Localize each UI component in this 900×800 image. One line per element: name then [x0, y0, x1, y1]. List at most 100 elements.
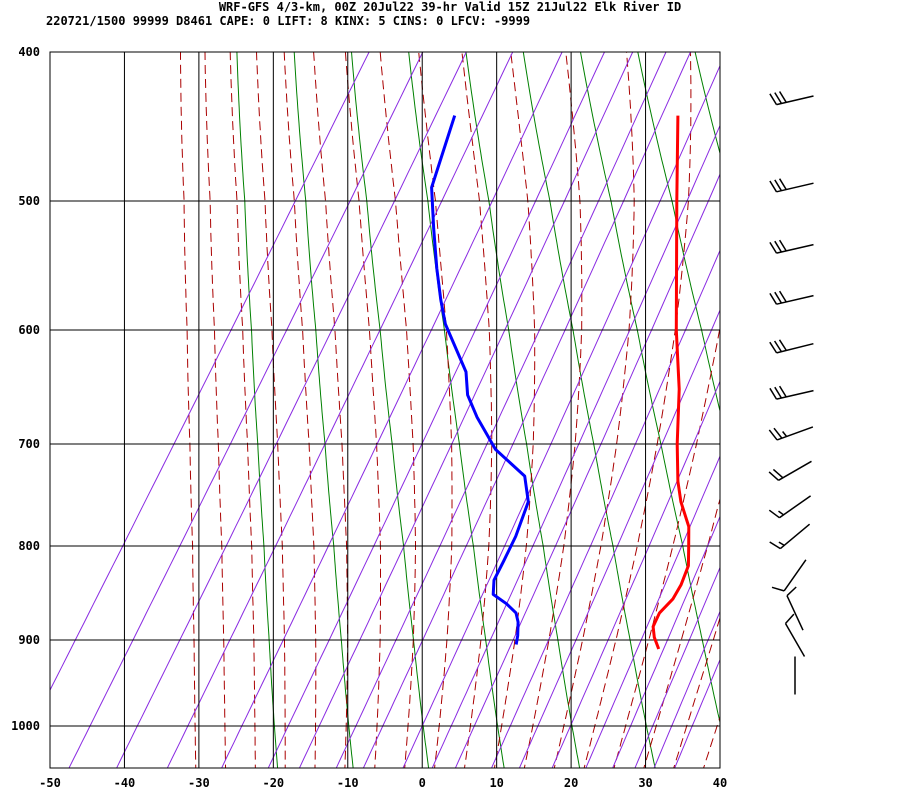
mixing-ratio-line: [518, 308, 720, 768]
wind-barb: [768, 426, 814, 441]
wind-barb: [769, 239, 814, 254]
chart-title: WRF-GFS 4/3-km, 00Z 20Jul22 39-hr Valid …: [219, 0, 681, 14]
wind-barb: [769, 178, 814, 193]
dry-adiabat: [857, 18, 900, 774]
moist-adiabat: [583, 52, 692, 768]
wind-barb-staff: [776, 95, 814, 106]
plot-frame: [49, 51, 721, 769]
x-tick-label: -50: [39, 776, 61, 790]
x-tick-label: -20: [262, 776, 284, 790]
mixing-ratio-line: [585, 454, 720, 768]
dry-adiabat: [637, 52, 720, 413]
y-tick-label: 400: [18, 45, 40, 59]
wind-barb: [768, 495, 812, 519]
wind-barb: [769, 91, 814, 106]
wind-barb-half-flag: [778, 510, 784, 516]
x-tick-label: 0: [419, 776, 426, 790]
wind-barb-staff: [778, 460, 812, 481]
mixing-ratio-line: [653, 610, 720, 768]
temperature-profile: [651, 115, 691, 650]
mixing-ratio-line: [50, 52, 370, 692]
x-tick-label: -40: [114, 776, 136, 790]
x-tick-label: -30: [188, 776, 210, 790]
y-tick-label: 900: [18, 633, 40, 647]
dry-adiabat: [800, 18, 900, 774]
wind-barb-staff: [776, 182, 814, 193]
mixing-ratio-line: [490, 249, 720, 768]
wind-barb-flag: [774, 386, 783, 399]
wind-barb: [784, 613, 806, 657]
moist-adiabat: [461, 52, 493, 768]
moist-adiabat: [283, 52, 317, 768]
x-tick-label: 20: [564, 776, 578, 790]
wind-barbs: [768, 91, 814, 695]
chart-subtitle: 220721/1500 99999 D8461 CAPE: 0 LIFT: 8 …: [46, 14, 530, 28]
wind-barb-staff: [776, 243, 814, 254]
dry-adiabat: [579, 52, 720, 725]
wind-barb: [786, 586, 804, 631]
wind-barb-flag: [778, 239, 787, 252]
dry-adiabat: [293, 52, 354, 768]
y-tick-label: 800: [18, 539, 40, 553]
wind-barb: [769, 290, 814, 305]
wind-barb-flag: [778, 339, 787, 351]
wind-barb-flag: [774, 92, 783, 104]
mixing-ratio-line: [267, 52, 606, 768]
mixing-ratio-line: [431, 124, 720, 768]
background-lines: [50, 18, 900, 774]
wind-barb-half-flag: [778, 541, 785, 547]
moist-adiabat: [732, 18, 900, 774]
moist-adiabat: [179, 52, 197, 768]
wind-barb-staff: [776, 426, 814, 441]
moist-adiabat: [493, 52, 536, 768]
wind-barb-staff: [784, 623, 806, 657]
grid-lines: [50, 52, 720, 768]
wind-barb-staff: [776, 342, 814, 354]
mixing-ratio-line: [402, 64, 720, 768]
wind-barb-flag: [769, 242, 778, 254]
dry-adiabat: [408, 52, 505, 768]
wind-barb-flag: [768, 509, 780, 519]
wind-barb: [769, 339, 814, 354]
y-tick-label: 700: [18, 437, 40, 451]
x-tick-label: -10: [337, 776, 359, 790]
wind-barb-flag: [769, 93, 778, 105]
moist-adiabat: [313, 52, 349, 768]
wind-barb: [771, 559, 807, 592]
moist-adiabat: [255, 52, 286, 768]
wind-barb-flag: [778, 290, 787, 303]
wind-barb-flag: [773, 340, 783, 353]
mixing-ratio-line: [335, 52, 667, 768]
wind-barb-flag: [778, 385, 787, 398]
wind-barb-staff: [783, 559, 807, 592]
wind-barb-flag: [778, 91, 787, 103]
wind-barb: [768, 460, 812, 481]
wind-barb-staff: [786, 595, 804, 631]
wind-barb-flag: [769, 293, 778, 305]
dry-adiabat: [522, 52, 656, 768]
wind-barb-half-flag: [782, 431, 788, 437]
moist-adiabat: [379, 52, 416, 768]
x-tick-label: 30: [638, 776, 652, 790]
moist-adiabat: [229, 52, 256, 768]
x-tick-label: 40: [713, 776, 727, 790]
mixing-ratio-line: [454, 172, 720, 768]
wind-barb-flag: [774, 240, 783, 253]
y-tick-label: 500: [18, 194, 40, 208]
x-tick-label: 10: [489, 776, 503, 790]
wind-barb-flag: [774, 291, 783, 304]
mixing-ratio-line: [68, 52, 424, 768]
moist-adiabat: [703, 715, 720, 768]
dry-adiabat: [744, 18, 900, 774]
wind-barb-flag: [769, 541, 781, 550]
wind-barb-flag: [771, 586, 785, 592]
moist-adiabat: [523, 52, 583, 768]
wind-barb-flag: [768, 471, 779, 481]
mixing-ratio-line: [362, 52, 692, 768]
wind-barb-staff: [779, 523, 811, 550]
wind-barb-flag: [769, 341, 778, 354]
wind-barb-staff: [778, 495, 812, 519]
wind-barb-flag: [778, 178, 787, 190]
mixing-ratio-line: [116, 52, 467, 768]
